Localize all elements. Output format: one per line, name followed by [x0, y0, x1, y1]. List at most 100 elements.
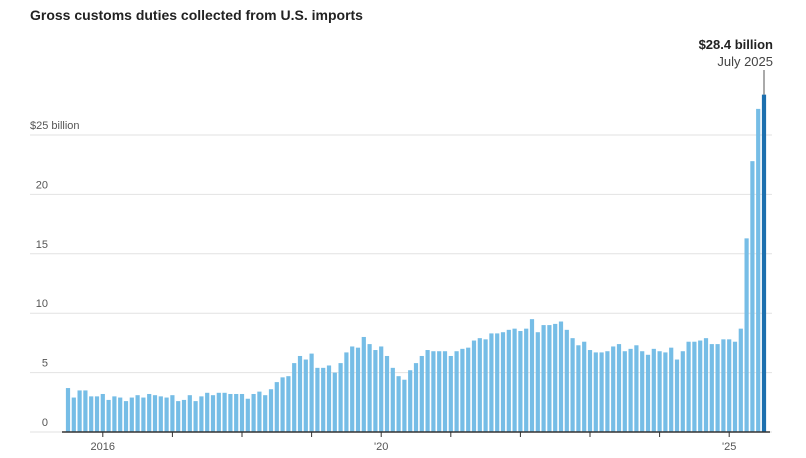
- bar: [251, 393, 256, 432]
- bar: [419, 355, 424, 432]
- bar: [141, 397, 146, 432]
- bar: [100, 393, 105, 432]
- bar: [292, 363, 297, 432]
- bar: [518, 331, 523, 432]
- bar: [309, 353, 314, 432]
- bar: [344, 352, 349, 432]
- bar: [657, 351, 662, 432]
- bar: [158, 396, 163, 432]
- bar: [350, 346, 355, 432]
- bar: [367, 344, 372, 432]
- bar: [176, 401, 181, 432]
- bar: [587, 350, 593, 432]
- bar: [477, 338, 482, 432]
- bar: [65, 388, 71, 432]
- bar: [686, 341, 691, 432]
- bar: [280, 377, 285, 432]
- bar: [553, 323, 558, 432]
- bar: [605, 351, 610, 432]
- bar: [454, 351, 459, 432]
- bar: [71, 397, 76, 432]
- bar: [721, 339, 726, 432]
- bar: [645, 354, 651, 432]
- bar: [495, 333, 500, 432]
- bar: [634, 345, 639, 432]
- bar: [135, 395, 140, 432]
- bar: [94, 396, 100, 432]
- bar: [674, 359, 680, 432]
- bar: [663, 352, 668, 432]
- bar: [750, 161, 755, 432]
- bar: [193, 401, 198, 432]
- bar: [402, 379, 407, 432]
- bar: [286, 376, 291, 432]
- bar: [558, 321, 564, 432]
- bar: [437, 351, 442, 432]
- bar: [396, 376, 401, 432]
- chart-title: Gross customs duties collected from U.S.…: [30, 7, 363, 23]
- bar: [611, 346, 616, 432]
- bar: [355, 347, 361, 432]
- bar: [164, 397, 169, 432]
- y-tick-label: 5: [42, 358, 48, 370]
- bar: [489, 333, 494, 432]
- bar: [373, 350, 378, 432]
- bar: [187, 395, 192, 432]
- bar: [199, 396, 204, 432]
- bar: [738, 328, 743, 432]
- bar: [506, 329, 511, 432]
- bar: [651, 348, 656, 432]
- bar: [593, 352, 598, 432]
- bar: [315, 367, 320, 432]
- bar: [466, 347, 471, 432]
- bar: [89, 396, 94, 432]
- bar: [303, 359, 308, 432]
- bar: [628, 348, 633, 432]
- bar: [106, 399, 111, 432]
- bar: [118, 397, 123, 432]
- bar: [361, 336, 366, 432]
- bar: [297, 355, 303, 432]
- bar: [338, 363, 343, 432]
- bar: [245, 398, 250, 432]
- bar: [129, 397, 134, 432]
- bar: [727, 339, 732, 432]
- bar: [448, 355, 453, 432]
- bar: [669, 347, 674, 432]
- bar: [222, 392, 227, 432]
- y-tick-label: 20: [36, 179, 48, 191]
- bar: [257, 391, 262, 432]
- annotation-label: $28.4 billion: [699, 37, 773, 52]
- bar: [512, 328, 517, 432]
- bar: [460, 348, 465, 432]
- bar: [732, 341, 738, 432]
- bar: [152, 395, 158, 432]
- bar: [680, 351, 685, 432]
- x-tick-label: '20: [374, 441, 388, 453]
- bar: [268, 389, 274, 432]
- bar: [524, 328, 529, 432]
- bar: [181, 399, 187, 432]
- bar: [640, 351, 645, 432]
- bar: [234, 393, 239, 432]
- bar: [582, 341, 587, 432]
- bar: [431, 351, 436, 432]
- y-tick-label: 0: [42, 417, 48, 429]
- bar: [123, 401, 129, 432]
- bar: [703, 338, 709, 432]
- bar: [413, 363, 419, 432]
- x-tick-label: '25: [722, 441, 736, 453]
- bar: [692, 341, 697, 432]
- bar: [239, 393, 245, 432]
- bar: [483, 339, 488, 432]
- bar: [715, 344, 720, 432]
- bar: [379, 346, 384, 432]
- bar: [756, 108, 761, 433]
- y-tick-label: 10: [36, 298, 48, 310]
- y-tick-label: $25 billion: [30, 120, 80, 132]
- bar: [77, 390, 82, 432]
- bar: [408, 370, 413, 432]
- bar: [425, 350, 430, 432]
- bar: [744, 238, 749, 432]
